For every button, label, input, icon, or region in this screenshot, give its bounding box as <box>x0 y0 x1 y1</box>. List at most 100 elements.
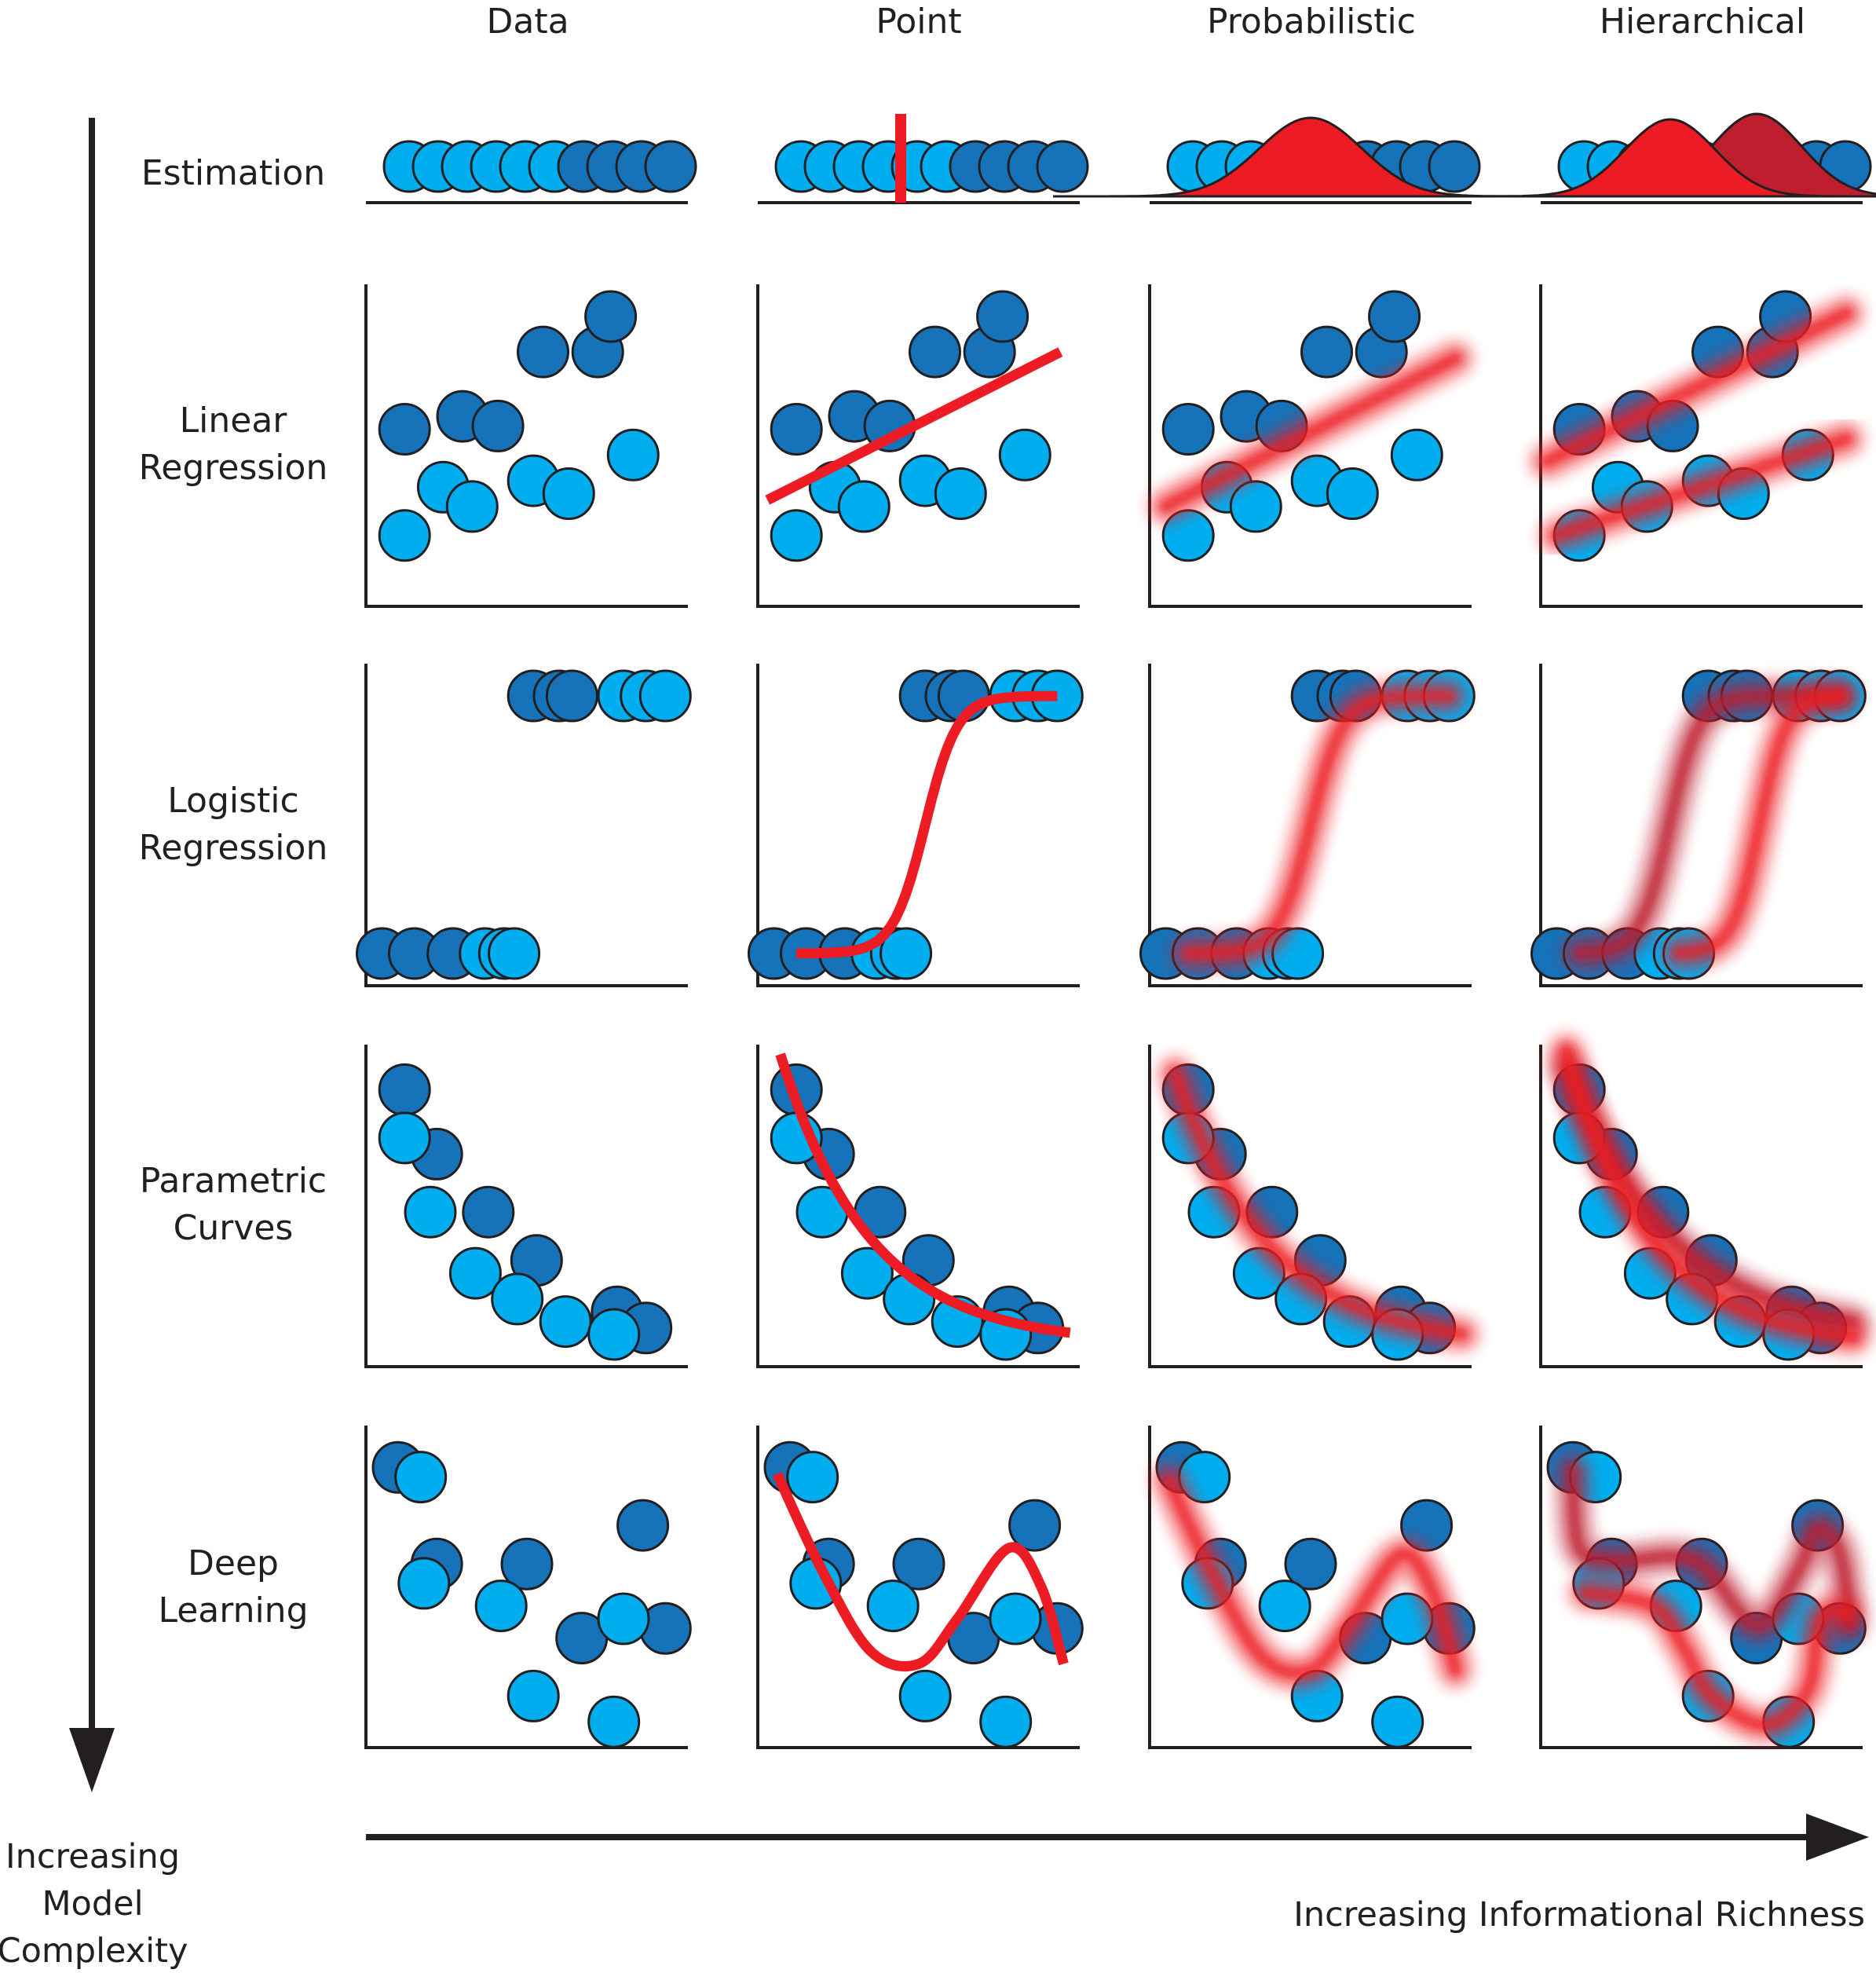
data-point-light <box>770 509 823 562</box>
data-point-light <box>587 1308 641 1361</box>
hierarchical-fit-curve-b-core <box>1560 1045 1860 1344</box>
data-point-light <box>1229 480 1282 533</box>
row-header-parametric-curves: Parametric Curves <box>140 1161 327 1248</box>
data-point-dark <box>1036 140 1089 193</box>
panel-parametric-probabilistic <box>1148 1045 1479 1368</box>
complexity-arrow <box>69 118 115 1792</box>
data-point-light <box>539 1295 592 1349</box>
panel-logistic-point <box>748 664 1084 987</box>
column-header-hierarchical: Hierarchical <box>1600 2 1805 42</box>
data-point-light <box>786 1451 839 1504</box>
data-point-light <box>837 480 890 533</box>
group-distribution-a <box>1413 118 1876 198</box>
data-point-dark <box>500 1537 554 1590</box>
hierarchical-fit-sigmoid-b-core <box>1673 690 1847 960</box>
probabilistic-fit-line-core <box>1159 352 1462 513</box>
panel-axes <box>756 664 1080 987</box>
richness-arrow <box>366 1814 1869 1861</box>
panel-deep-hierarchical <box>1539 1426 1867 1749</box>
probabilistic-fit-curve-core <box>1168 1067 1468 1341</box>
panel-estimation-probabilistic <box>1053 116 1568 204</box>
panel-axes <box>364 664 688 987</box>
data-point-dark <box>1161 403 1215 456</box>
data-point-dark <box>1368 290 1421 343</box>
panel-grid <box>356 112 1876 1749</box>
complexity-axis-label: Increasing Model Complexity <box>0 1837 188 1971</box>
panel-estimation-hierarchical <box>1413 112 1876 204</box>
panel-linear-probabilistic <box>1148 284 1473 608</box>
data-point-light <box>840 1246 894 1300</box>
data-point-dark <box>909 325 961 379</box>
panel-axes <box>1148 664 1472 987</box>
data-point-light <box>934 467 987 520</box>
data-point-dark <box>462 1185 515 1239</box>
data-point-dark <box>770 403 823 456</box>
data-point-light <box>989 1592 1042 1645</box>
data-point-light <box>542 467 595 520</box>
panel-parametric-data <box>364 1045 688 1368</box>
data-point-light <box>397 1557 451 1610</box>
data-point-dark <box>378 1063 431 1116</box>
data-point-light <box>448 1246 502 1300</box>
panel-deep-data <box>364 1426 692 1749</box>
probabilistic-fit-sigmoid-band <box>1171 679 1467 971</box>
column-header-data: Data <box>486 2 569 42</box>
panel-logistic-probabilistic <box>1139 664 1476 987</box>
panel-linear-hierarchical <box>1530 284 1864 608</box>
panel-axes <box>1539 284 1863 608</box>
panel-axes <box>756 284 1080 608</box>
data-point-light <box>879 927 933 980</box>
data-point-light <box>1326 467 1379 520</box>
data-point-dark <box>1300 325 1353 379</box>
panel-deep-probabilistic <box>1148 1426 1476 1749</box>
probabilistic-fit-sigmoid-core <box>1182 690 1456 960</box>
data-point-light <box>1371 1695 1424 1748</box>
data-point-light <box>979 1695 1033 1748</box>
row-header-linear-regression: Linear Regression <box>139 401 328 488</box>
data-point-dark <box>1428 140 1481 193</box>
data-point-light <box>378 1111 431 1165</box>
data-point-dark <box>471 399 525 452</box>
data-point-light <box>394 1451 448 1504</box>
panel-estimation-point <box>758 114 1089 204</box>
data-point-light <box>474 1579 528 1633</box>
data-point-light <box>638 669 692 723</box>
panel-parametric-point <box>756 1045 1080 1368</box>
panel-axes <box>1148 1045 1472 1368</box>
data-point-light <box>998 428 1051 481</box>
data-point-dark <box>976 290 1029 343</box>
panel-axes <box>1148 1426 1472 1749</box>
data-point-light <box>1258 1579 1311 1633</box>
panel-axes <box>1539 1045 1863 1368</box>
column-header-point: Point <box>876 2 961 42</box>
panel-parametric-hierarchical <box>1539 1034 1871 1368</box>
panel-axes <box>364 1426 688 1749</box>
data-point-dark <box>1284 1537 1337 1590</box>
panel-estimation-data <box>366 140 697 204</box>
richness-axis-label: Increasing Informational Richness <box>1293 1895 1865 1935</box>
hierarchical-fit-line-b-core <box>1550 432 1853 542</box>
point-fit-sigmoid <box>796 690 1058 959</box>
panel-axes <box>364 284 688 608</box>
data-point-light <box>488 927 541 980</box>
row-header-estimation: Estimation <box>141 153 325 193</box>
panel-axes <box>756 1426 1080 1749</box>
point-fit-curve <box>775 1052 1071 1338</box>
data-point-light <box>445 480 499 533</box>
posterior-distribution <box>1053 116 1568 198</box>
hierarchical-fit-wiggle-a-core <box>1567 1464 1856 1632</box>
data-point-light <box>597 1592 650 1645</box>
data-point-dark <box>378 403 431 456</box>
hierarchical-fit-wiggle-b-core <box>1579 1587 1853 1732</box>
data-point-dark <box>616 1499 670 1552</box>
row-header-logistic-regression: Logistic Regression <box>139 781 328 868</box>
row-header-deep-learning: Deep Learning <box>158 1543 308 1631</box>
data-point-light <box>587 1695 641 1748</box>
data-point-dark <box>892 1537 945 1590</box>
panel-logistic-hierarchical <box>1530 664 1867 987</box>
data-point-dark <box>545 669 598 723</box>
panel-axes <box>1148 284 1472 608</box>
data-point-dark <box>1008 1499 1062 1552</box>
data-point-light <box>378 509 431 562</box>
